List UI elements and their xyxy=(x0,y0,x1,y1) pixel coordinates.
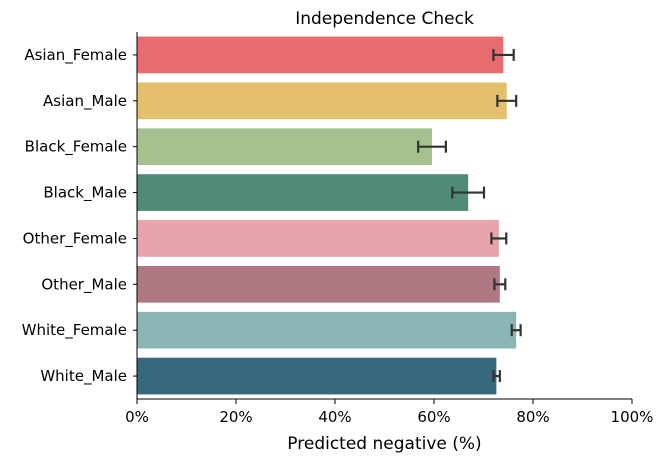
x-tick-label: 0% xyxy=(125,408,149,426)
bar-white-male xyxy=(137,357,497,395)
error-bar-white-male xyxy=(492,370,501,383)
error-bars-group xyxy=(417,48,522,383)
x-tick-label: 60% xyxy=(417,408,450,426)
y-tick-label-white-female: White_Female xyxy=(22,321,127,340)
x-tick-label: 20% xyxy=(219,408,252,426)
y-tick-label-asian-male: Asian_Male xyxy=(43,92,127,111)
y-axis-ticks: Asian_Female Asian_Male Black_Female Black_… xyxy=(22,46,137,386)
bar-other-male xyxy=(137,265,500,303)
x-tick-label: 40% xyxy=(318,408,351,426)
y-tick-label-black-female: Black_Female xyxy=(25,138,127,157)
error-bar-other-male xyxy=(493,278,507,291)
bar-black-female xyxy=(137,128,433,166)
error-bar-other-female xyxy=(490,232,508,245)
x-tick-label: 80% xyxy=(516,408,549,426)
error-bar-asian-male xyxy=(496,94,518,107)
x-axis-ticks: 0% 20% 40% 60% 80% 100% xyxy=(125,399,653,426)
y-tick-label-white-male: White_Male xyxy=(40,367,127,386)
error-bar-black-male xyxy=(451,186,486,199)
error-bar-asian-female xyxy=(492,48,515,61)
error-bar-white-female xyxy=(510,324,522,337)
bar-other-female xyxy=(137,220,499,257)
error-bar-black-female xyxy=(417,140,447,153)
bars-group xyxy=(137,36,517,395)
x-axis-label: Predicted negative (%) xyxy=(287,434,481,454)
y-tick-label-other-male: Other_Male xyxy=(41,275,127,294)
chart-title: Independence Check xyxy=(295,9,474,29)
y-tick-label-asian-female: Asian_Female xyxy=(24,46,127,65)
y-tick-label-other-female: Other_Female xyxy=(23,229,127,248)
bar-black-male xyxy=(137,174,469,211)
bar-white-female xyxy=(137,311,517,349)
y-tick-label-black-male: Black_Male xyxy=(43,184,127,203)
x-tick-label: 100% xyxy=(611,408,654,426)
bar-asian-male xyxy=(137,82,507,120)
bar-asian-female xyxy=(137,36,504,74)
